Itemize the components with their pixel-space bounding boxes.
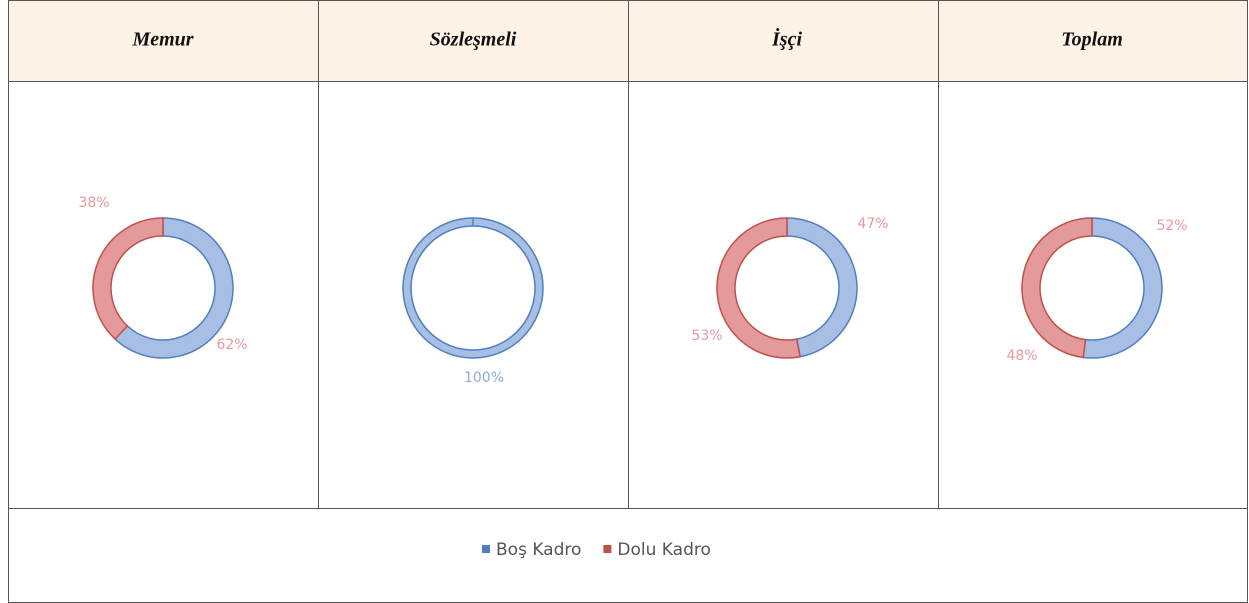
column-header: Sözleşmeli: [430, 29, 517, 51]
column-header: Toplam: [1061, 29, 1123, 51]
donut-slice: [402, 217, 544, 359]
column-header: İşçi: [771, 27, 802, 51]
column-header: Memur: [131, 29, 193, 51]
legend-label: Dolu Kadro: [617, 540, 710, 560]
data-label: 47%: [857, 216, 888, 232]
legend-swatch: [603, 545, 612, 553]
donut-slice: [716, 217, 801, 359]
donut-slice: [114, 217, 234, 359]
legend-swatch: [482, 545, 490, 553]
legend-label: Boş Kadro: [496, 540, 581, 560]
donut-slice: [92, 217, 164, 341]
data-label: 48%: [1006, 348, 1037, 364]
data-label: 100%: [464, 370, 504, 386]
data-label: 62%: [216, 337, 247, 353]
data-label: 38%: [78, 195, 109, 211]
data-label: 52%: [1156, 218, 1187, 234]
donut-slice: [1021, 217, 1093, 359]
data-label: 53%: [691, 328, 722, 344]
